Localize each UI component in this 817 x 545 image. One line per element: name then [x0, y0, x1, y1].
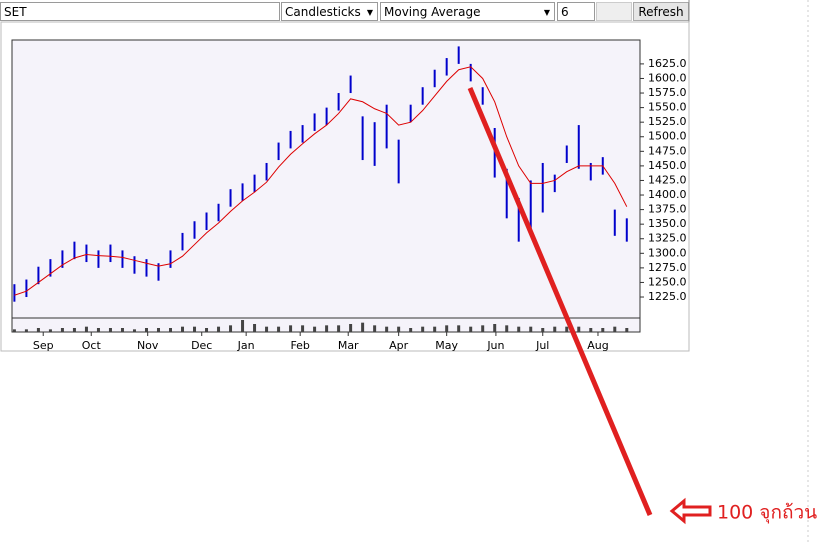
chart-style-text: Candlesticks	[285, 5, 361, 19]
y-tick-label: 1600.0	[648, 71, 687, 84]
annotation-text: 100 จุกถ้วน	[717, 502, 817, 525]
x-tick-label: Jun	[486, 339, 504, 352]
x-tick-label: Feb	[290, 339, 309, 352]
moving-average	[14, 66, 628, 296]
volume-bar	[397, 326, 401, 332]
x-tick-label: Sep	[33, 339, 54, 352]
x-tick-label: May	[435, 339, 458, 352]
volume-bar	[144, 328, 148, 332]
volume-bar	[481, 325, 485, 332]
volume-bar	[373, 325, 377, 332]
y-tick-label: 1325.0	[648, 232, 687, 245]
y-tick-label: 1450.0	[648, 159, 687, 172]
volume-bar	[325, 325, 329, 332]
volume-bar	[601, 328, 605, 332]
y-tick-label: 1625.0	[648, 57, 687, 70]
y-tick-label: 1500.0	[648, 130, 687, 143]
volume-bar	[84, 326, 88, 332]
annotation-line	[467, 87, 653, 516]
volume-bar	[301, 325, 305, 332]
volume-bar	[217, 326, 221, 332]
volume-bar	[433, 326, 437, 332]
volume-bar	[108, 328, 112, 332]
period-input[interactable]: 6	[557, 2, 595, 21]
x-tick-label: Aug	[587, 339, 608, 352]
volume-bar	[361, 322, 365, 332]
y-tick-label: 1400.0	[648, 188, 687, 201]
volume-bar	[505, 325, 509, 332]
x-tick-label: Apr	[389, 339, 409, 352]
volume-bar	[169, 328, 173, 332]
volume-bar	[409, 328, 413, 332]
volume-bar	[553, 326, 557, 332]
spacer	[596, 2, 632, 21]
volume-bar	[421, 326, 425, 332]
volume-bar	[253, 324, 257, 332]
volume-bar	[156, 328, 160, 332]
volume-bar	[72, 328, 76, 332]
indicator-select[interactable]: Moving Average ▼	[380, 2, 555, 21]
volume-bar	[12, 329, 16, 332]
volume-bar	[457, 325, 461, 332]
y-tick-label: 1425.0	[648, 173, 687, 186]
y-tick-label: 1475.0	[648, 144, 687, 157]
plot-area	[11, 39, 641, 333]
indicator-text: Moving Average	[384, 5, 481, 19]
volume-bar	[60, 328, 64, 332]
x-tick-label: Jul	[535, 339, 549, 352]
volume-bar	[385, 326, 389, 332]
volume-bar	[48, 329, 52, 332]
volume-bar	[337, 325, 341, 332]
volume-bar	[229, 325, 233, 332]
volume-bar	[265, 326, 269, 332]
volume-bar	[613, 326, 617, 332]
volume-bar	[193, 326, 197, 332]
volume-bar	[565, 326, 569, 332]
y-tick-label: 1350.0	[648, 217, 687, 230]
volume-bar	[205, 328, 209, 332]
volume-bar	[313, 326, 317, 332]
volume-bar	[289, 325, 293, 332]
y-tick-label: 1275.0	[648, 261, 687, 274]
y-tick-label: 1300.0	[648, 246, 687, 259]
volume-bar	[277, 326, 281, 332]
volume-bar	[517, 326, 521, 332]
x-tick-label: Jan	[237, 339, 255, 352]
x-tick-label: Oct	[82, 339, 102, 352]
volume-bar	[577, 326, 581, 332]
volume-bar	[469, 326, 473, 332]
volume-bar	[132, 329, 136, 332]
volume-bar	[181, 326, 185, 332]
y-tick-label: 1375.0	[648, 203, 687, 216]
volume-bar	[493, 324, 497, 332]
volume-bar	[589, 328, 593, 332]
volume-bar	[96, 328, 100, 332]
x-tick-label: Mar	[338, 339, 359, 352]
y-tick-label: 1550.0	[648, 101, 687, 114]
volume-bar	[349, 324, 353, 332]
y-tick-label: 1525.0	[648, 115, 687, 128]
refresh-button[interactable]: Refresh	[633, 2, 689, 21]
y-tick-label: 1250.0	[648, 275, 687, 288]
symbol-input[interactable]: SET	[0, 2, 280, 21]
x-tick-label: Dec	[191, 339, 212, 352]
volume-bar	[625, 328, 629, 332]
annotation-arrow	[669, 497, 712, 525]
volume-bar	[445, 325, 449, 332]
chart-style-select[interactable]: Candlesticks ▼	[281, 2, 378, 21]
volume-bar	[241, 320, 245, 332]
volume-bar	[541, 328, 545, 332]
volume-bar	[24, 329, 28, 332]
volume-bar	[36, 328, 40, 332]
volume-bar	[120, 328, 124, 332]
y-tick-label: 1575.0	[648, 86, 687, 99]
x-tick-label: Nov	[137, 339, 159, 352]
volume-bar	[529, 326, 533, 332]
y-tick-label: 1225.0	[648, 290, 687, 303]
